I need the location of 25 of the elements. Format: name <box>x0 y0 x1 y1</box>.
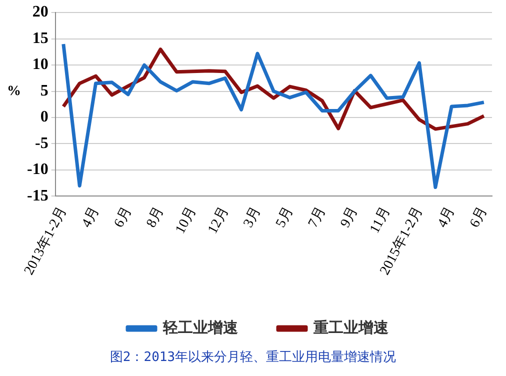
x-tick-label: 12月 <box>206 204 232 236</box>
x-tick-label: 6月 <box>112 204 135 230</box>
legend-label: 重工业增速 <box>312 318 390 336</box>
text: 图2：2013年以来分月轻、重工业用电量增速情况 <box>108 349 398 366</box>
x-tick-label: 2013年1-2月 <box>21 204 70 278</box>
x-tick-label: 3月 <box>241 204 264 230</box>
y-tick-label: -10 <box>27 161 48 178</box>
y-tick-label: 15 <box>32 30 48 47</box>
x-tick-label: 8月 <box>144 204 168 230</box>
y-tick-label: 10 <box>32 56 48 74</box>
legend-label: 轻工业增速 <box>162 318 239 336</box>
y-tick-label: -15 <box>27 187 48 204</box>
x-tick-label: 11月 <box>368 204 394 236</box>
y-tick-label: 20 <box>32 4 48 21</box>
x-tick-label: 4月 <box>435 204 458 230</box>
y-tick-label: 5 <box>40 82 48 100</box>
x-tick-label: 9月 <box>338 204 362 230</box>
x-tick-label: 5月 <box>274 204 297 230</box>
y-tick-label: 0 <box>40 108 48 126</box>
y-axis-title: % <box>7 84 21 100</box>
x-tick-label: 10月 <box>173 204 200 236</box>
x-tick-label: 4月 <box>79 204 103 230</box>
x-tick-label: 6月 <box>468 204 491 230</box>
y-tick-label: -5 <box>35 134 48 152</box>
x-tick-label: 7月 <box>306 204 329 230</box>
